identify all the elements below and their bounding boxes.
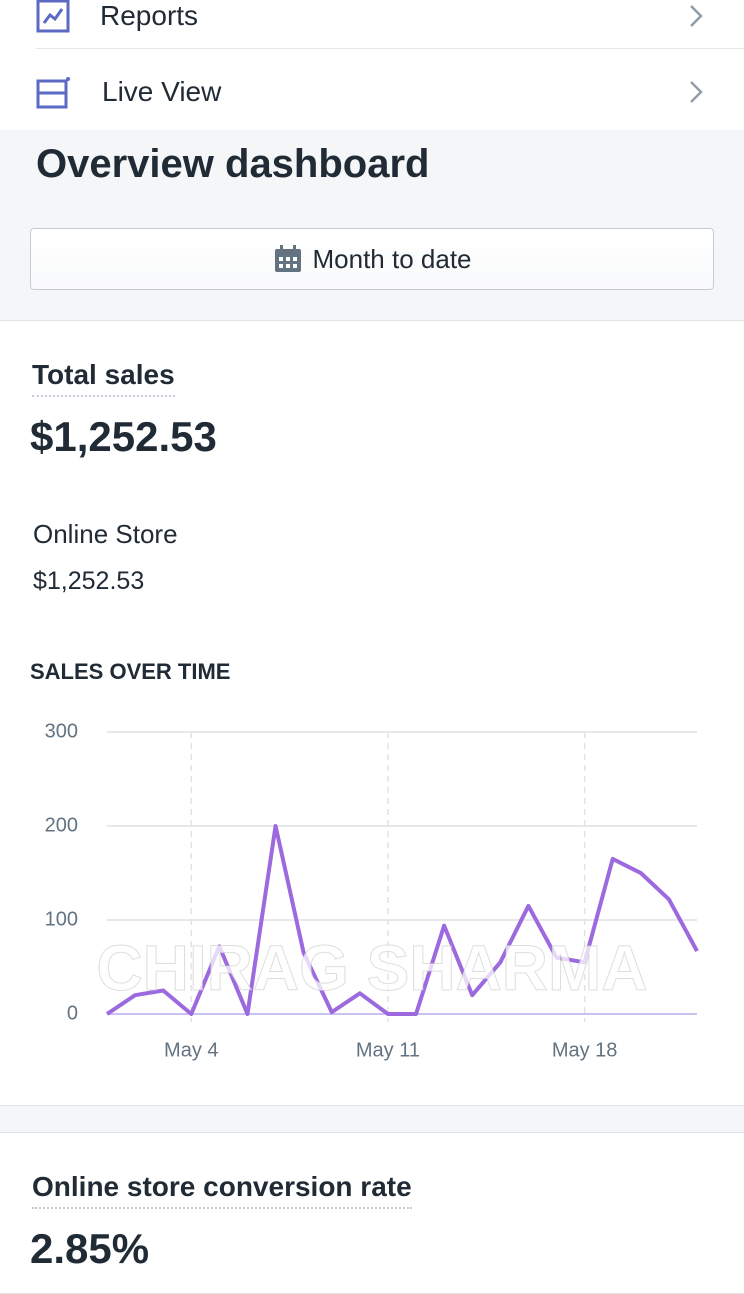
button-label: Month to date xyxy=(312,243,472,274)
sales-line xyxy=(105,824,699,1016)
nav-live-view[interactable]: Live View xyxy=(36,60,744,124)
reports-icon xyxy=(36,0,70,33)
nav: Reports Live View xyxy=(0,0,744,130)
calendar-icon xyxy=(274,245,301,272)
nav-label: Live View xyxy=(102,76,222,107)
y-tick-label: 0 xyxy=(67,1002,78,1024)
y-tick-label: 100 xyxy=(45,908,78,930)
sales-value: $1,252.53 xyxy=(30,413,217,460)
x-tick-label: May 18 xyxy=(552,1039,618,1061)
chart-title: SALES OVER TIME xyxy=(30,659,230,684)
x-tick-label: May 4 xyxy=(164,1039,218,1061)
channel-value: $1,252.53 xyxy=(33,567,145,595)
sales-label: Total sales xyxy=(32,359,175,397)
y-tick-label: 300 xyxy=(45,720,78,742)
page-title: Overview dashboard xyxy=(36,142,430,186)
nav-reports[interactable]: Reports xyxy=(36,0,744,49)
x-tick-label: May 11 xyxy=(356,1039,420,1061)
sales-card: Total sales $1,252.53 Online Store $1,25… xyxy=(0,320,744,1106)
chevron xyxy=(690,81,703,103)
nav-label: Reports xyxy=(100,0,199,31)
date-button[interactable]: Month to date xyxy=(30,228,714,290)
chart: SALES OVER TIME 0 100 200 300 May 4 May 11 May… xyxy=(30,659,699,1061)
channel-name: Online Store xyxy=(33,519,178,549)
chevron xyxy=(690,5,703,27)
conversion-value: 2.85% xyxy=(30,1225,150,1272)
watermark: CHIRAG SHARMA xyxy=(96,932,647,1004)
y-tick-label: 200 xyxy=(45,814,78,836)
conversion-label: Online store conversion rate xyxy=(32,1171,412,1209)
conversion-card: Online store conversion rate 2.85% xyxy=(0,1132,744,1294)
live-view-icon xyxy=(36,77,70,109)
